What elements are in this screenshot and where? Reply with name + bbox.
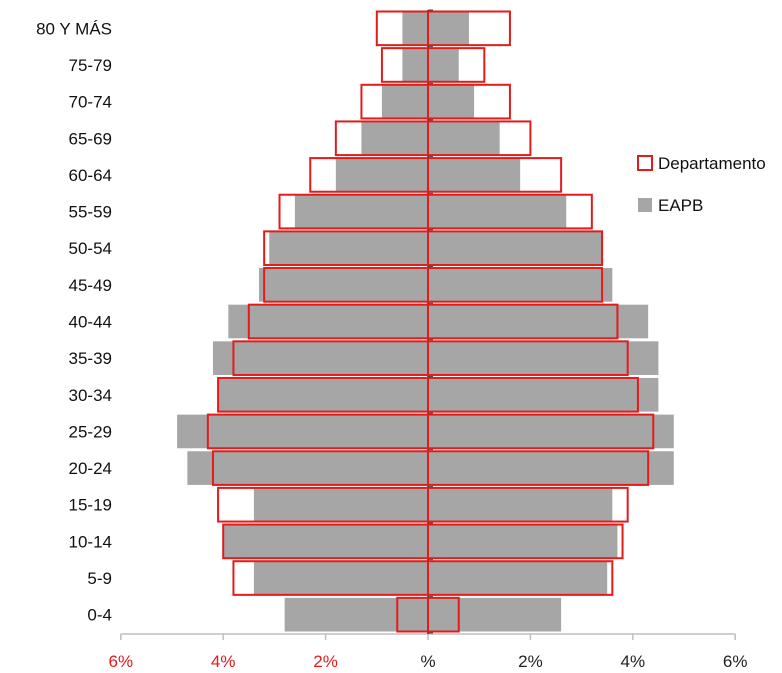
eapb-bar-left-15-19: [253, 487, 428, 522]
legend-swatch-departamento: [637, 155, 653, 171]
x-tick-label: 2%: [518, 652, 543, 671]
eapb-bar-left-45-49: [259, 268, 428, 302]
y-tick-0-4: 0-4: [87, 606, 112, 625]
y-tick-15-19: 15-19: [69, 496, 112, 515]
legend-swatch-eapb: [638, 198, 652, 212]
eapb-bar-right-0-4: [428, 597, 562, 632]
eapb-bar-right-50-54: [428, 231, 603, 266]
x-tick-label: 2%: [313, 652, 338, 671]
y-tick-45-49: 45-49: [69, 276, 112, 295]
eapb-bar-left-20-24: [187, 451, 428, 485]
legend-label-eapb: EAPB: [658, 196, 703, 215]
eapb-bar-right-80 Y MÁS: [428, 11, 469, 46]
y-tick-40-44: 40-44: [69, 313, 112, 332]
y-tick-5-9: 5-9: [87, 569, 112, 588]
axes: [120, 9, 736, 640]
y-tick-50-54: 50-54: [69, 239, 112, 258]
eapb-bar-right-25-29: [428, 414, 674, 449]
eapb-bar-left-30-34: [218, 377, 428, 412]
eapb-bar-right-60-64: [428, 158, 521, 192]
eapb-bar-right-65-69: [428, 121, 500, 156]
y-tick-labels: 0-4 5-9 10-14 15-19 20-24 25-29 30-34 35-39 40-4…: [36, 19, 112, 624]
eapb-bar-right-70-74: [428, 84, 475, 119]
eapb-bar-left-55-59: [294, 194, 428, 229]
eapb-bar-right-20-24: [428, 451, 674, 485]
eapb-bar-left-75-79: [402, 48, 428, 82]
y-tick-25-29: 25-29: [69, 422, 112, 441]
legend-label-departamento: Departamento: [658, 154, 766, 173]
eapb-bar-left-5-9: [253, 561, 428, 595]
eapb-bar-right-45-49: [428, 268, 613, 302]
eapb-bar-left-40-44: [228, 304, 428, 339]
eapb-bar-left-70-74: [381, 84, 428, 119]
eapb-bar-right-10-14: [428, 524, 618, 559]
x-tick-label: 6%: [723, 652, 748, 671]
y-tick-35-39: 35-39: [69, 349, 112, 368]
eapb-bar-left-50-54: [269, 231, 428, 266]
eapb-bar-right-30-34: [428, 377, 659, 412]
x-tick-label: 6%: [109, 652, 134, 671]
eapb-bars: [177, 11, 674, 632]
y-tick-75-79: 75-79: [69, 56, 112, 75]
eapb-bar-right-75-79: [428, 48, 459, 82]
y-tick-55-59: 55-59: [69, 203, 112, 222]
y-tick-60-64: 60-64: [69, 166, 112, 185]
x-tick-label: 4%: [621, 652, 646, 671]
eapb-bar-right-35-39: [428, 341, 659, 375]
y-tick-65-69: 65-69: [69, 129, 112, 148]
y-tick-10-14: 10-14: [69, 532, 112, 551]
eapb-bar-left-60-64: [335, 158, 428, 192]
x-tick-label: 4%: [211, 652, 236, 671]
eapb-bar-left-10-14: [223, 524, 428, 559]
eapb-bar-left-0-4: [284, 597, 428, 632]
x-tick-labels: 6% 4% 2%% 2% 4% 6%: [109, 652, 748, 671]
y-tick-70-74: 70-74: [69, 93, 112, 112]
y-tick-80 Y MÁS: 80 Y MÁS: [36, 19, 112, 38]
eapb-bar-right-15-19: [428, 487, 613, 522]
legend: Departamento EAPB: [637, 154, 766, 215]
eapb-bar-left-35-39: [212, 341, 428, 375]
y-tick-20-24: 20-24: [69, 459, 112, 478]
eapb-bar-left-80 Y MÁS: [402, 11, 428, 46]
eapb-bar-left-65-69: [361, 121, 428, 156]
x-tick-label: %: [420, 652, 435, 671]
eapb-bar-right-40-44: [428, 304, 649, 339]
eapb-bar-right-5-9: [428, 561, 608, 595]
eapb-bar-left-25-29: [177, 414, 428, 449]
y-tick-30-34: 30-34: [69, 386, 112, 405]
eapb-bar-right-55-59: [428, 194, 567, 229]
